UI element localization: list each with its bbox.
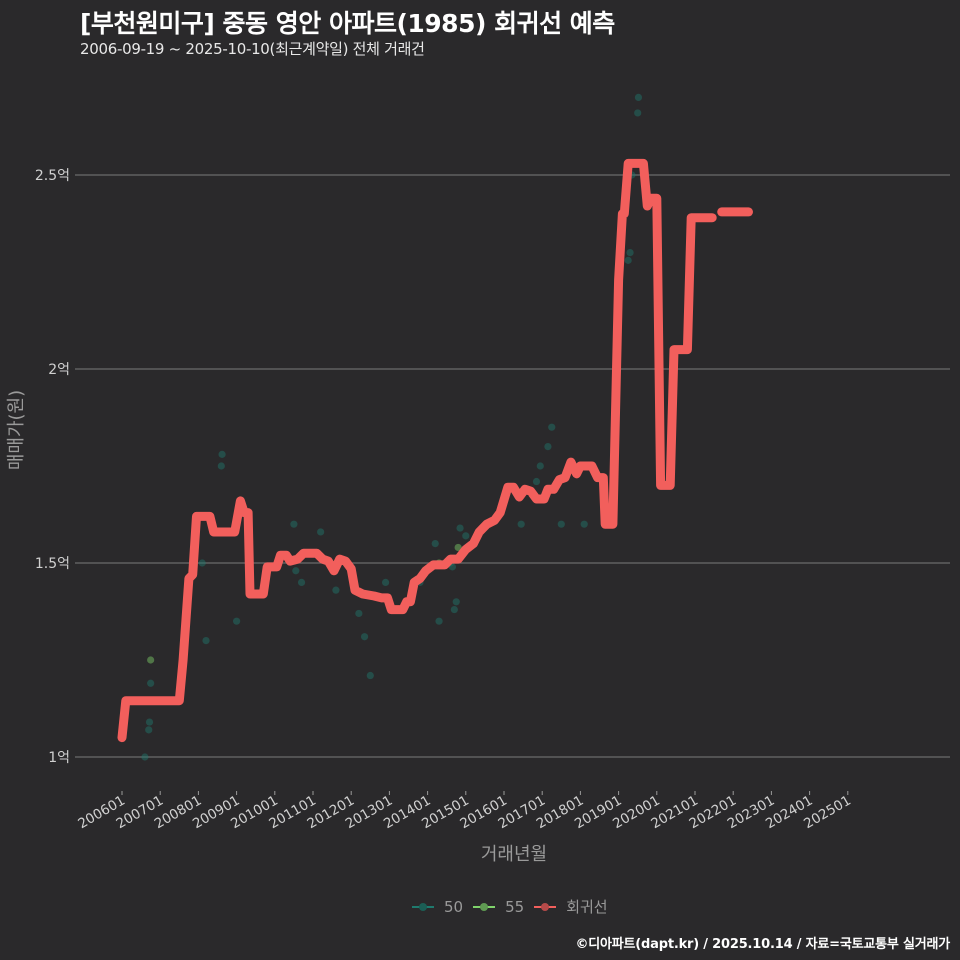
data-point xyxy=(360,633,369,641)
data-point xyxy=(626,249,634,257)
data-point xyxy=(292,567,300,575)
data-point xyxy=(450,605,458,614)
data-point xyxy=(147,679,155,687)
data-point xyxy=(145,726,153,734)
y-tick-label: 2.5억 xyxy=(35,168,70,184)
x-axis-ticks: 2006012007012008012009012010012011012012… xyxy=(75,791,854,832)
legend-key-50-icon xyxy=(412,902,434,912)
regression-line xyxy=(117,158,753,743)
data-point xyxy=(462,532,470,540)
data-point xyxy=(297,578,306,587)
chart-title: [부천원미구] 중동 영안 아파트(1985) 회귀선 예측 xyxy=(80,9,615,38)
data-point xyxy=(147,656,155,664)
data-point xyxy=(317,528,325,536)
data-point xyxy=(381,578,390,587)
data-point xyxy=(145,718,154,726)
data-point xyxy=(548,423,556,431)
data-point xyxy=(141,753,149,761)
data-point xyxy=(634,109,642,117)
y-axis-title: 매매가(원) xyxy=(6,390,27,470)
data-point xyxy=(233,617,241,625)
data-point xyxy=(217,462,225,470)
data-point xyxy=(634,93,643,101)
regression-path xyxy=(117,158,717,743)
data-point xyxy=(366,671,374,680)
legend-item-regression: 회귀선 xyxy=(534,896,608,917)
legend-label-50: 50 xyxy=(444,897,464,916)
legend-item-50: 50 xyxy=(412,898,463,916)
legend: 50 55 회귀선 xyxy=(412,896,618,917)
data-point xyxy=(532,477,541,486)
chart-subtitle: 2006-09-19 ~ 2025-10-10(최근계약일) 전체 거래건 xyxy=(80,40,425,58)
data-point xyxy=(557,520,565,528)
data-point xyxy=(198,559,206,567)
data-point xyxy=(544,443,552,451)
data-point xyxy=(452,598,460,606)
legend-key-55-icon xyxy=(473,902,496,912)
scatter-points xyxy=(141,93,643,761)
legend-label-regression: 회귀선 xyxy=(566,898,608,916)
data-point xyxy=(580,520,588,528)
data-point xyxy=(456,524,464,532)
data-point xyxy=(332,586,340,594)
source-caption: ©디아파트(dapt.kr) / 2025.10.14 / 자료=국토교통부 실… xyxy=(575,937,950,952)
data-point xyxy=(624,256,632,264)
data-point xyxy=(202,637,210,645)
gridlines xyxy=(75,174,950,758)
legend-key-regression-icon xyxy=(534,902,557,912)
x-axis-title: 거래년월 xyxy=(481,844,547,865)
data-point xyxy=(435,617,443,625)
y-tick-label: 1억 xyxy=(48,750,70,766)
legend-label-55: 55 xyxy=(505,897,525,916)
data-point xyxy=(218,450,226,458)
y-tick-label: 1.5억 xyxy=(35,556,70,572)
data-point xyxy=(517,520,525,528)
data-point xyxy=(454,543,462,552)
legend-item-55: 55 xyxy=(473,898,524,916)
y-tick-label: 2억 xyxy=(48,362,70,378)
y-axis-ticks: 1억 1.5억 2억 2.5억 xyxy=(35,168,70,766)
data-point xyxy=(431,540,439,548)
data-point xyxy=(536,462,544,470)
data-point xyxy=(290,520,298,528)
data-point xyxy=(355,609,363,618)
